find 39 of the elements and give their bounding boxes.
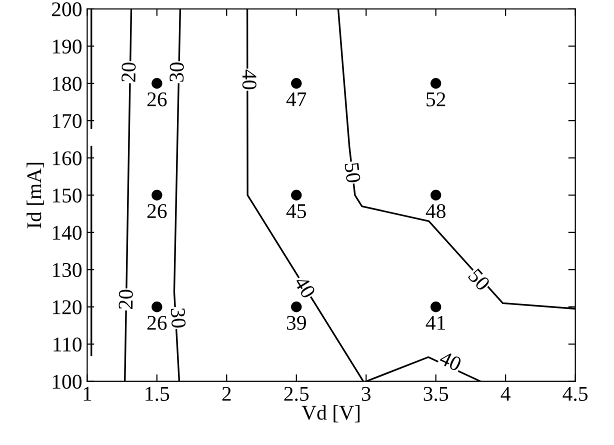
annotation: 20	[118, 290, 134, 310]
annotation: 50	[468, 268, 491, 292]
annotation: 26	[147, 204, 167, 218]
annotation: 40	[294, 275, 316, 300]
y-tick-label: 110	[54, 337, 82, 352]
x-tick-label: 3	[362, 386, 371, 401]
y-tick-label: 100	[52, 374, 82, 389]
y-tick-label: 200	[52, 2, 82, 16]
annotation: 40	[242, 70, 256, 90]
annotation: 50	[344, 162, 361, 183]
x-axis-title: Vd [V]	[302, 405, 360, 422]
y-tick-label: 180	[52, 76, 82, 91]
annotation: 47	[286, 92, 306, 106]
x-tick-label: 3.5	[424, 386, 448, 401]
y-tick-label: 160	[52, 151, 82, 166]
annotation: 52	[426, 92, 446, 106]
annotation: 30	[170, 308, 186, 328]
annotation: 41	[426, 316, 446, 330]
y-tick-label: 130	[52, 263, 82, 278]
annotation: 39	[286, 316, 306, 330]
annotation: 30	[169, 62, 184, 82]
y-tick-label: 190	[52, 40, 82, 54]
annotation: 40	[438, 350, 462, 372]
y-tick-label: 140	[52, 226, 82, 240]
annotation: 45	[286, 204, 306, 218]
x-tick-label: 2.5	[284, 386, 309, 401]
y-tick-label: 120	[52, 300, 82, 314]
annotation: 26	[147, 316, 167, 330]
y-tick-label: 150	[52, 188, 82, 203]
annotation: 48	[426, 204, 446, 218]
x-tick-label: 4.5	[562, 386, 588, 401]
x-tick-label: 2	[222, 386, 231, 401]
x-tick-label: 4	[500, 386, 510, 401]
x-tick-label: 1	[84, 386, 92, 401]
y-axis-title: Id [mA]	[26, 162, 44, 228]
annotation: 20	[121, 62, 136, 82]
annotation: 26	[147, 92, 167, 106]
x-tick-label: 1.5	[146, 386, 170, 401]
y-tick-label: 170	[52, 114, 82, 128]
